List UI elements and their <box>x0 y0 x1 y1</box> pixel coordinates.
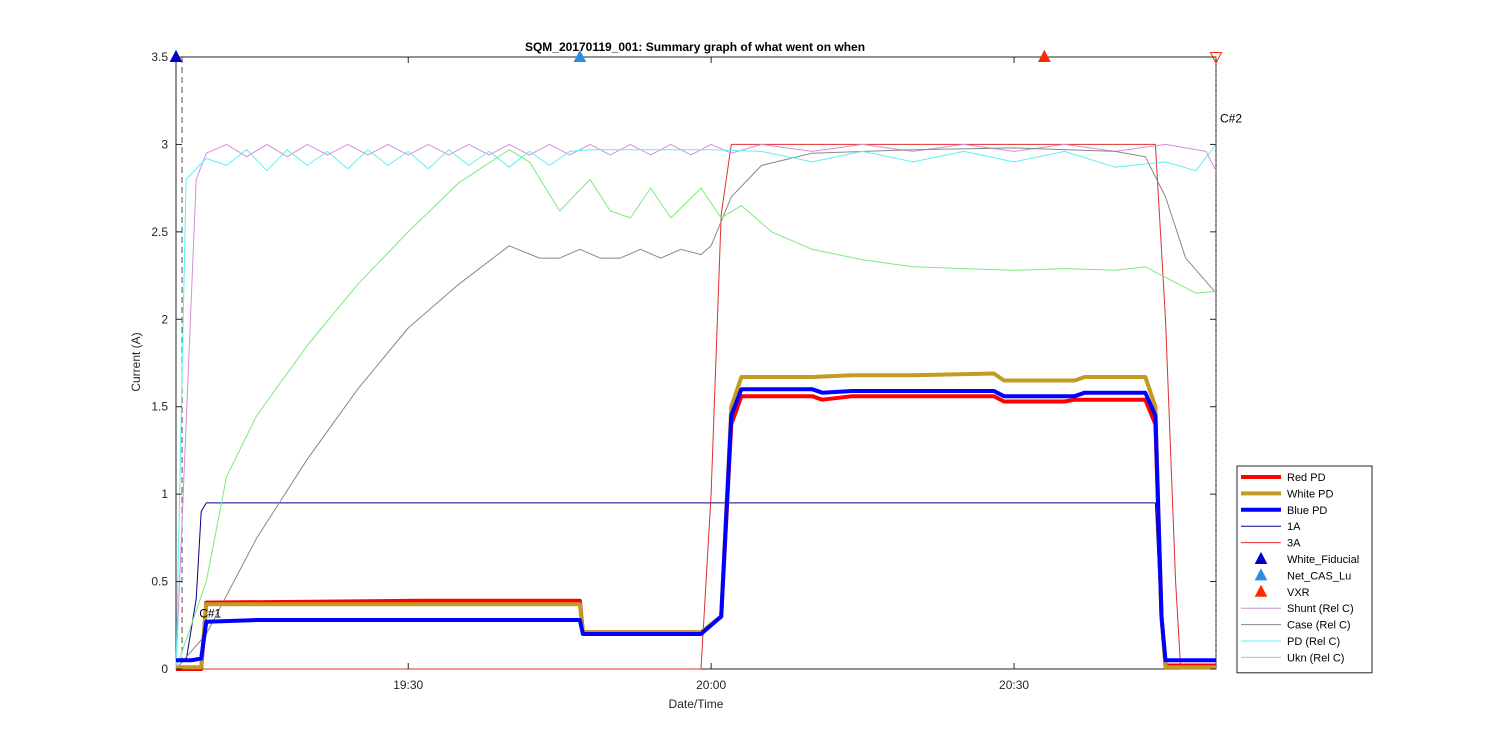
legend-label-red-pd: Red PD <box>1287 472 1326 484</box>
legend-label-blue-pd: Blue PD <box>1287 505 1327 517</box>
x-axis-label: Date/Time <box>669 697 724 711</box>
x-tick-label: 20:00 <box>696 678 726 692</box>
series-line-shunt-rel-c <box>175 143 1217 670</box>
annotations: C#1 C#2 <box>199 111 1242 620</box>
series-line-blue-pd <box>176 387 1216 663</box>
legend-label-ukn-rel-c: Ukn (Rel C) <box>1287 652 1344 664</box>
marker-net-cas-lu <box>573 49 587 62</box>
series-line-case-rel-c <box>175 147 1217 670</box>
plot-area <box>169 49 1223 671</box>
y-tick-label: 1 <box>161 487 168 501</box>
legend-label-white-fiducial: White_Fiducial <box>1287 554 1359 566</box>
legend-label-net-cas-lu: Net_CAS_Lu <box>1287 570 1351 582</box>
marker-end-hollow <box>1209 52 1223 65</box>
annotation-c-1: C#1 <box>199 607 221 621</box>
y-axis-label: Current (A) <box>129 332 143 391</box>
chart-title: SQM_20170119_001: Summary graph of what … <box>525 40 865 54</box>
legend-label-case-rel-c: Case (Rel C) <box>1287 620 1351 632</box>
marker-layer <box>169 49 1223 65</box>
series-line-white-pd <box>176 371 1216 670</box>
legend-label-1a: 1A <box>1287 521 1301 533</box>
x-tick-label: 19:30 <box>393 678 423 692</box>
series-layer <box>175 143 1217 671</box>
x-tick-label: 20:30 <box>999 678 1029 692</box>
marker-white-fiducial <box>169 49 183 62</box>
legend-label-vxr: VXR <box>1287 587 1310 599</box>
x-axis-ticks: 19:30 20:00 20:30 <box>393 57 1029 692</box>
y-tick-label: 3 <box>161 137 168 151</box>
y-tick-label: 2 <box>161 312 168 326</box>
legend-box <box>1236 465 1373 674</box>
legend-label-white-pd: White PD <box>1287 488 1334 500</box>
y-axis-ticks: 0 0.5 1 1.5 2 2.5 3 3.5 <box>151 50 1216 676</box>
annotation-c-2: C#2 <box>1220 111 1242 125</box>
y-tick-label: 0 <box>161 662 168 676</box>
legend: Red PD White PD Blue PD 1A 3A White_Fiducial N… <box>1236 465 1373 674</box>
legend-label-shunt-rel-c: Shunt (Rel C) <box>1287 603 1354 615</box>
series-line-3a <box>176 143 1216 670</box>
legend-label-pd-rel-c: PD (Rel C) <box>1287 636 1340 648</box>
y-tick-label: 2.5 <box>151 225 168 239</box>
series-line-ukn-rel-c <box>175 149 1217 670</box>
legend-marker-net-cas-lu <box>1254 568 1268 581</box>
axes-box <box>175 56 1217 670</box>
legend-marker-vxr <box>1254 584 1268 597</box>
legend-marker-white-fiducial <box>1254 551 1268 564</box>
y-tick-label: 0.5 <box>151 575 168 589</box>
series-line-pd-rel-c <box>175 144 1217 670</box>
y-tick-label: 1.5 <box>151 400 168 414</box>
series-line-red-pd <box>176 394 1216 671</box>
marker-vxr <box>1038 49 1051 62</box>
legend-label-3a: 3A <box>1287 538 1301 550</box>
y-tick-label: 3.5 <box>151 50 168 64</box>
